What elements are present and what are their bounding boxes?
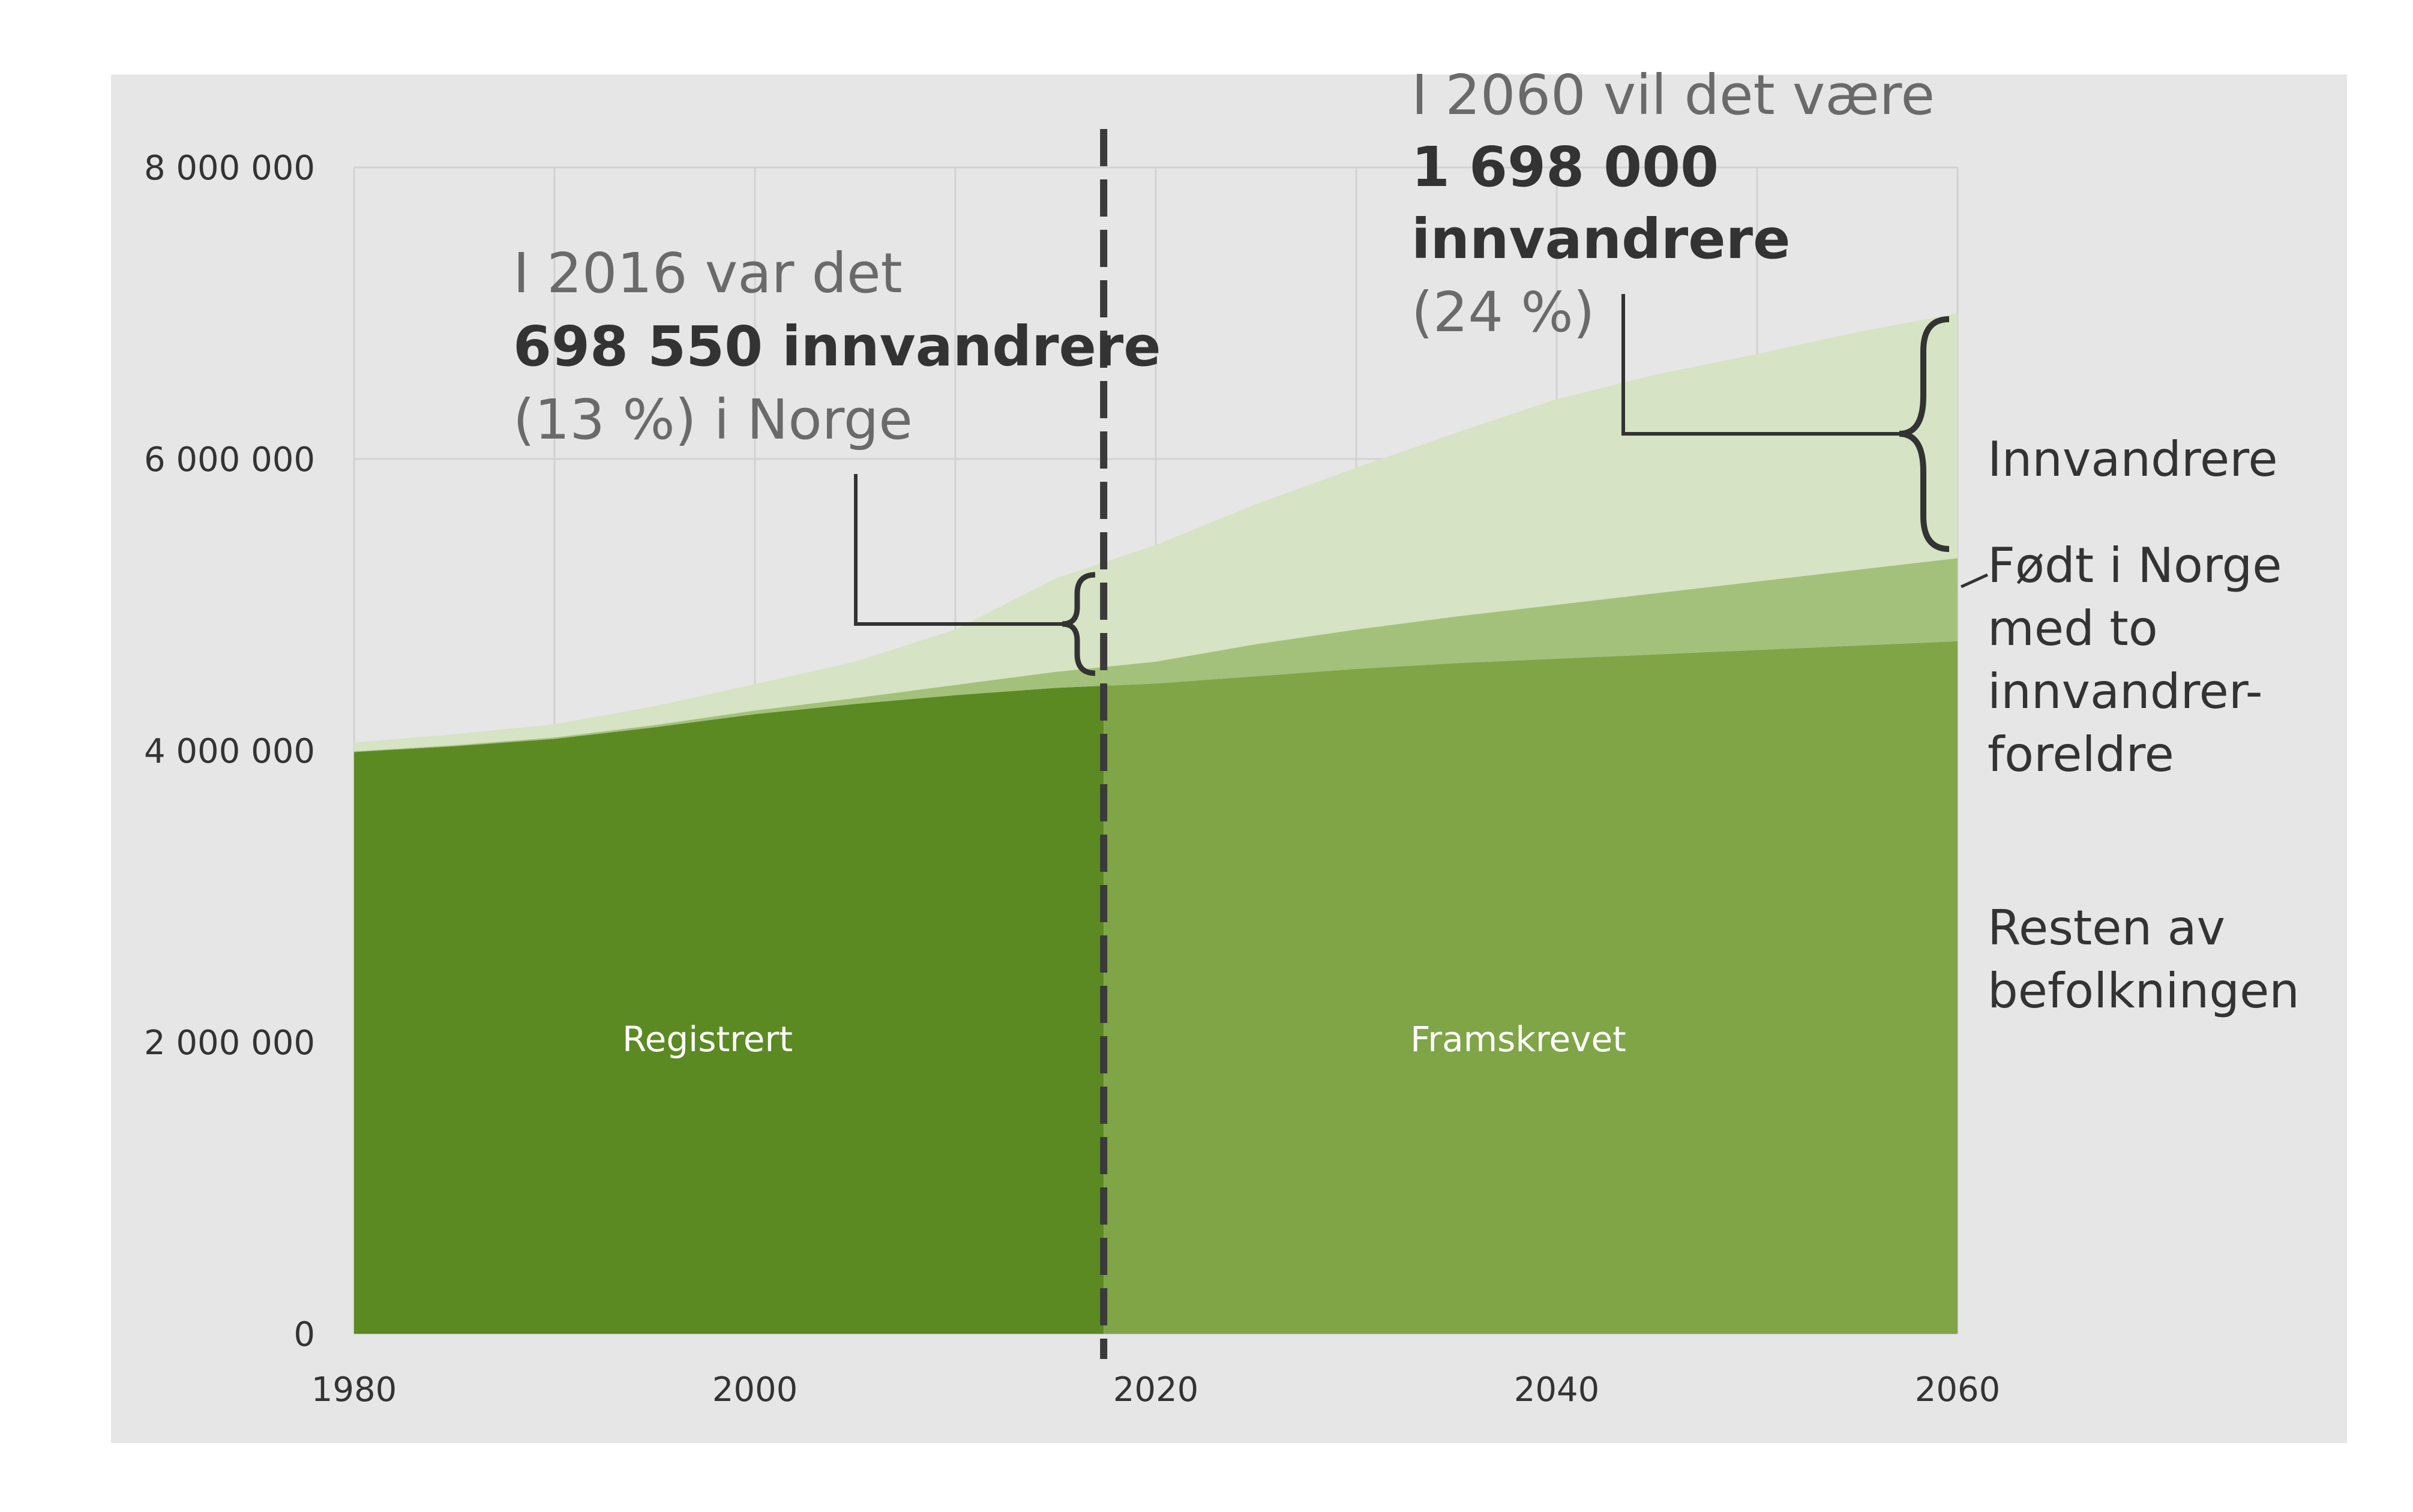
annotation-2060-line4: (24 %) xyxy=(1411,280,1595,344)
annotation-2016-leader xyxy=(854,474,1068,626)
annotation-2016-line3: (13 %) i Norge xyxy=(513,388,913,452)
annotation-2060-line2: 1 698 000 xyxy=(1411,135,1719,199)
annotation-2060-leader xyxy=(1621,294,1901,436)
annotation-2016-line1: I 2016 var det xyxy=(513,241,903,305)
legend-fodt-line4: foreldre xyxy=(1988,727,2174,782)
x-tick-label: 1980 xyxy=(311,1370,397,1409)
axis-ticks: 0 2 000 000 4 000 000 6 000 000 8 000 000 198… xyxy=(144,149,2000,1409)
x-tick-label: 2020 xyxy=(1113,1370,1199,1409)
legend-innvandrere: Innvandrere xyxy=(1988,431,2278,487)
y-tick-label: 2 000 000 xyxy=(144,1024,315,1063)
annotation-2060-brace xyxy=(1899,316,1950,552)
x-tick-label: 2000 xyxy=(712,1370,798,1409)
annotation-2060-line3: innvandrere xyxy=(1411,207,1790,271)
y-tick-label: 0 xyxy=(293,1315,315,1354)
annotation-2060-line1: I 2060 vil det være xyxy=(1411,63,1935,127)
y-tick-label: 6 000 000 xyxy=(144,440,315,479)
area-resten-av-befolkningen-registered xyxy=(354,686,1104,1334)
area-resten-av-befolkningen-projected xyxy=(1104,641,1958,1334)
legend-fodt-line1: Født i Norge xyxy=(1988,538,2282,593)
stacked-areas xyxy=(354,313,1958,1334)
legend-resten-line1: Resten av xyxy=(1988,900,2225,956)
x-tick-label: 2060 xyxy=(1915,1370,2001,1409)
annotation-2016-line2: 698 550 innvandrere xyxy=(513,314,1161,379)
legend-fodt-line2: med to xyxy=(1988,601,2158,656)
legend-fodt-connector xyxy=(1960,573,1989,589)
legend-resten-line2: befolkningen xyxy=(1988,963,2300,1019)
area-innvandrere-projected xyxy=(1104,313,1958,667)
y-tick-label: 8 000 000 xyxy=(144,149,315,188)
area-fodt-i-norge-registered xyxy=(354,667,1104,752)
x-tick-label: 2040 xyxy=(1514,1370,1600,1409)
region-label-registered: Registrert xyxy=(622,1019,793,1060)
area-fodt-i-norge-projected xyxy=(1104,558,1958,686)
legend-fodt-line3: innvandrer- xyxy=(1988,664,2262,719)
region-label-projected: Framskrevet xyxy=(1410,1019,1626,1060)
y-tick-label: 4 000 000 xyxy=(144,732,315,771)
annotation-2016-brace xyxy=(1062,572,1096,676)
area-innvandrere-registered xyxy=(354,562,1104,752)
